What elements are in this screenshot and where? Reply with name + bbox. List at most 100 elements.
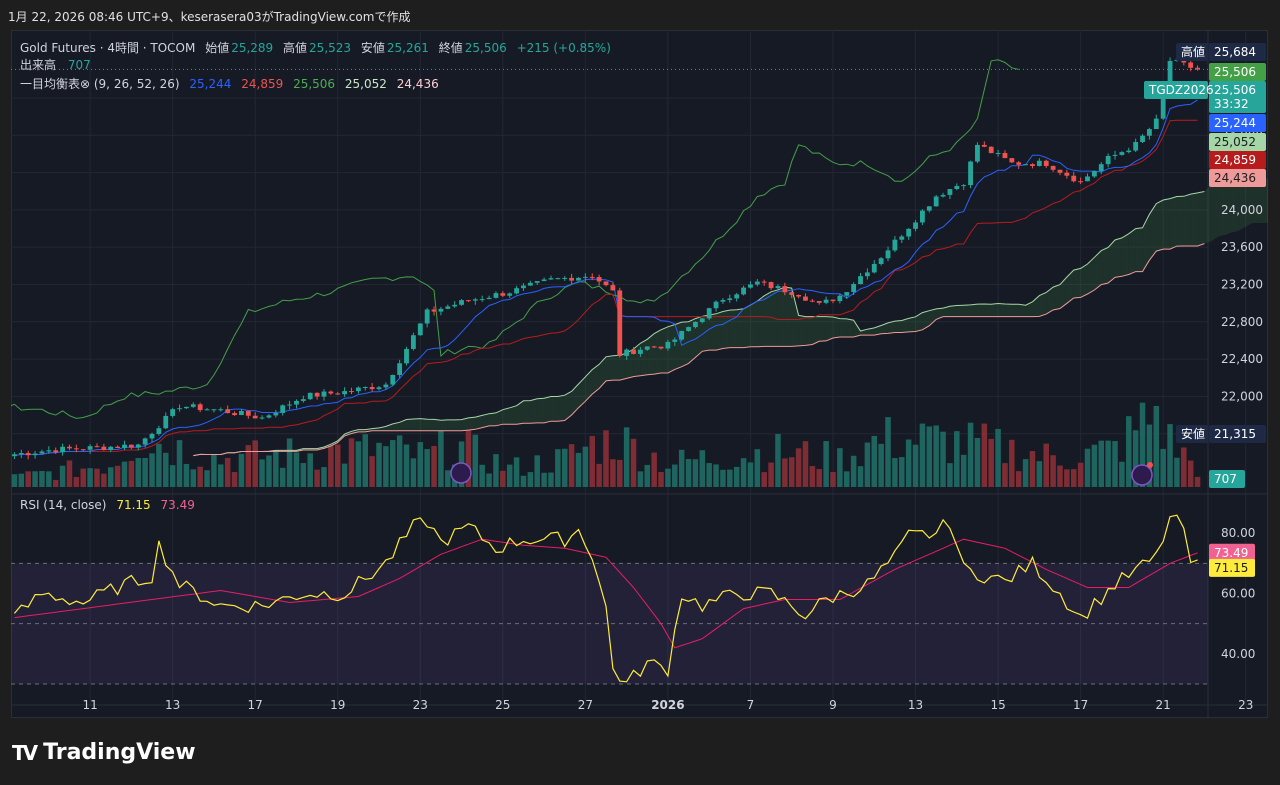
volume-bar (672, 464, 678, 487)
cloud-segment (661, 326, 668, 374)
cloud-segment (626, 348, 634, 379)
cloud-segment (867, 327, 875, 336)
cloud-segment (777, 287, 785, 347)
cloud-segment (743, 305, 751, 348)
candle-body (300, 399, 306, 401)
volume-bar (995, 428, 1001, 487)
volume-bar (933, 425, 939, 487)
volume-bar (981, 423, 988, 487)
volume-bar (740, 458, 747, 487)
cloud-segment (1087, 257, 1095, 295)
volume-bar (245, 445, 252, 487)
cloud-segment (427, 419, 435, 431)
last-price-tag-text: 25,506 (1214, 83, 1256, 97)
volume-bar (156, 443, 162, 487)
volume-bar (1194, 476, 1201, 487)
header-note: 1月 22, 2026 08:46 UTC+9、keserasera03がTra… (8, 10, 411, 24)
time-axis: 11 13 17 19 23 25 27 2026 7 9 13 15 17 21 23 (82, 698, 1253, 712)
candle-body (809, 300, 815, 302)
volume-bar (541, 472, 547, 487)
legend-volume-label[interactable]: 出来高 (20, 58, 57, 72)
volume-bar (1160, 448, 1166, 487)
cloud-segment (578, 376, 586, 408)
candle-body (452, 304, 458, 307)
candle-body (1091, 171, 1097, 177)
candle-body (156, 428, 162, 434)
volume-bar (1077, 462, 1084, 487)
legend-symbol[interactable]: Gold Futures · 4時間 · TOCOM (20, 41, 196, 55)
candle-body (18, 453, 24, 455)
volume-bar (844, 471, 850, 487)
brand-text: TradingView (43, 740, 196, 765)
cloud-segment (977, 303, 985, 317)
volume-bar (871, 435, 878, 487)
candle-body (679, 331, 685, 340)
price-tick-label: 22,400 (1221, 352, 1263, 366)
tradingview-brand[interactable]: 𝗧𝗩 TradingView (12, 740, 196, 765)
legend-rsi-label[interactable]: RSI (14, close) (20, 498, 107, 512)
candle-body (115, 446, 121, 449)
candle-body (562, 277, 568, 279)
volume-bar (1043, 443, 1049, 487)
cloud-segment (489, 412, 496, 426)
volume-bar (479, 464, 485, 487)
volume-bar (713, 464, 719, 487)
cloud-segment (1094, 250, 1102, 290)
candle-body (975, 144, 980, 162)
legend-ichimoku-label[interactable]: 一目均衡表⊗ (9, 26, 52, 26) (20, 77, 180, 91)
volume-tag-bg (1209, 470, 1245, 488)
candle-body (266, 415, 272, 418)
candle-body (183, 406, 189, 409)
cloud-segment (757, 295, 765, 347)
volume-bar (396, 435, 403, 487)
candle-body (1126, 150, 1132, 153)
cloud-segment (1190, 192, 1198, 247)
volume-bar (362, 434, 368, 487)
rsi-tag: 71.15 (1209, 558, 1255, 577)
volume-bar (1002, 463, 1008, 487)
volume-bar (142, 458, 148, 487)
cloud-segment (949, 305, 957, 317)
last-price-tag: 25,506 (1209, 81, 1266, 99)
candle-body (321, 391, 327, 397)
volume-bar (1132, 430, 1139, 487)
volume-bar (678, 449, 685, 487)
volume-bar (788, 457, 795, 487)
volume-bar (665, 468, 671, 487)
cloud-segment (599, 356, 606, 389)
candle-body (1167, 60, 1173, 90)
volume-bar (637, 471, 644, 487)
candle-body (287, 404, 292, 406)
volume-bar (575, 452, 582, 487)
cloud-segment (1259, 178, 1267, 224)
volume-bar (101, 473, 107, 487)
candle-body (177, 408, 182, 410)
cloud-segment (420, 418, 428, 431)
cloud-segment (1163, 198, 1171, 250)
price-tick-label: 24,000 (1221, 203, 1263, 217)
cloud-segment (1053, 284, 1060, 311)
cloud-segment (1101, 247, 1109, 285)
candle-body (541, 279, 547, 282)
volume-bar (561, 448, 568, 487)
chart-svg[interactable]: 25,20024,80024,40024,00023,60023,20022,8… (11, 30, 1268, 718)
rsi-axis: 80.00 60.00 40.00 (1221, 526, 1255, 661)
volume-bar (390, 440, 396, 487)
cloud-segment (392, 422, 400, 431)
volume-bar (1139, 402, 1146, 487)
volume-bar (334, 444, 341, 487)
volume-bar (431, 445, 437, 487)
volume-bar (885, 417, 891, 487)
cloud-segment (379, 426, 386, 431)
tenkan-tag: 25,244 (1209, 114, 1266, 132)
cloud-segment (888, 321, 895, 334)
candle-body (1105, 155, 1111, 165)
time-tick-label: 15 (990, 698, 1005, 712)
candle-body (466, 300, 471, 302)
candle-body (1147, 129, 1152, 136)
volume-bar (169, 465, 176, 487)
candle-body (637, 349, 643, 354)
cloud-segment (894, 320, 902, 333)
senkou-span-b-line (193, 243, 1205, 457)
candle-body (314, 392, 320, 397)
